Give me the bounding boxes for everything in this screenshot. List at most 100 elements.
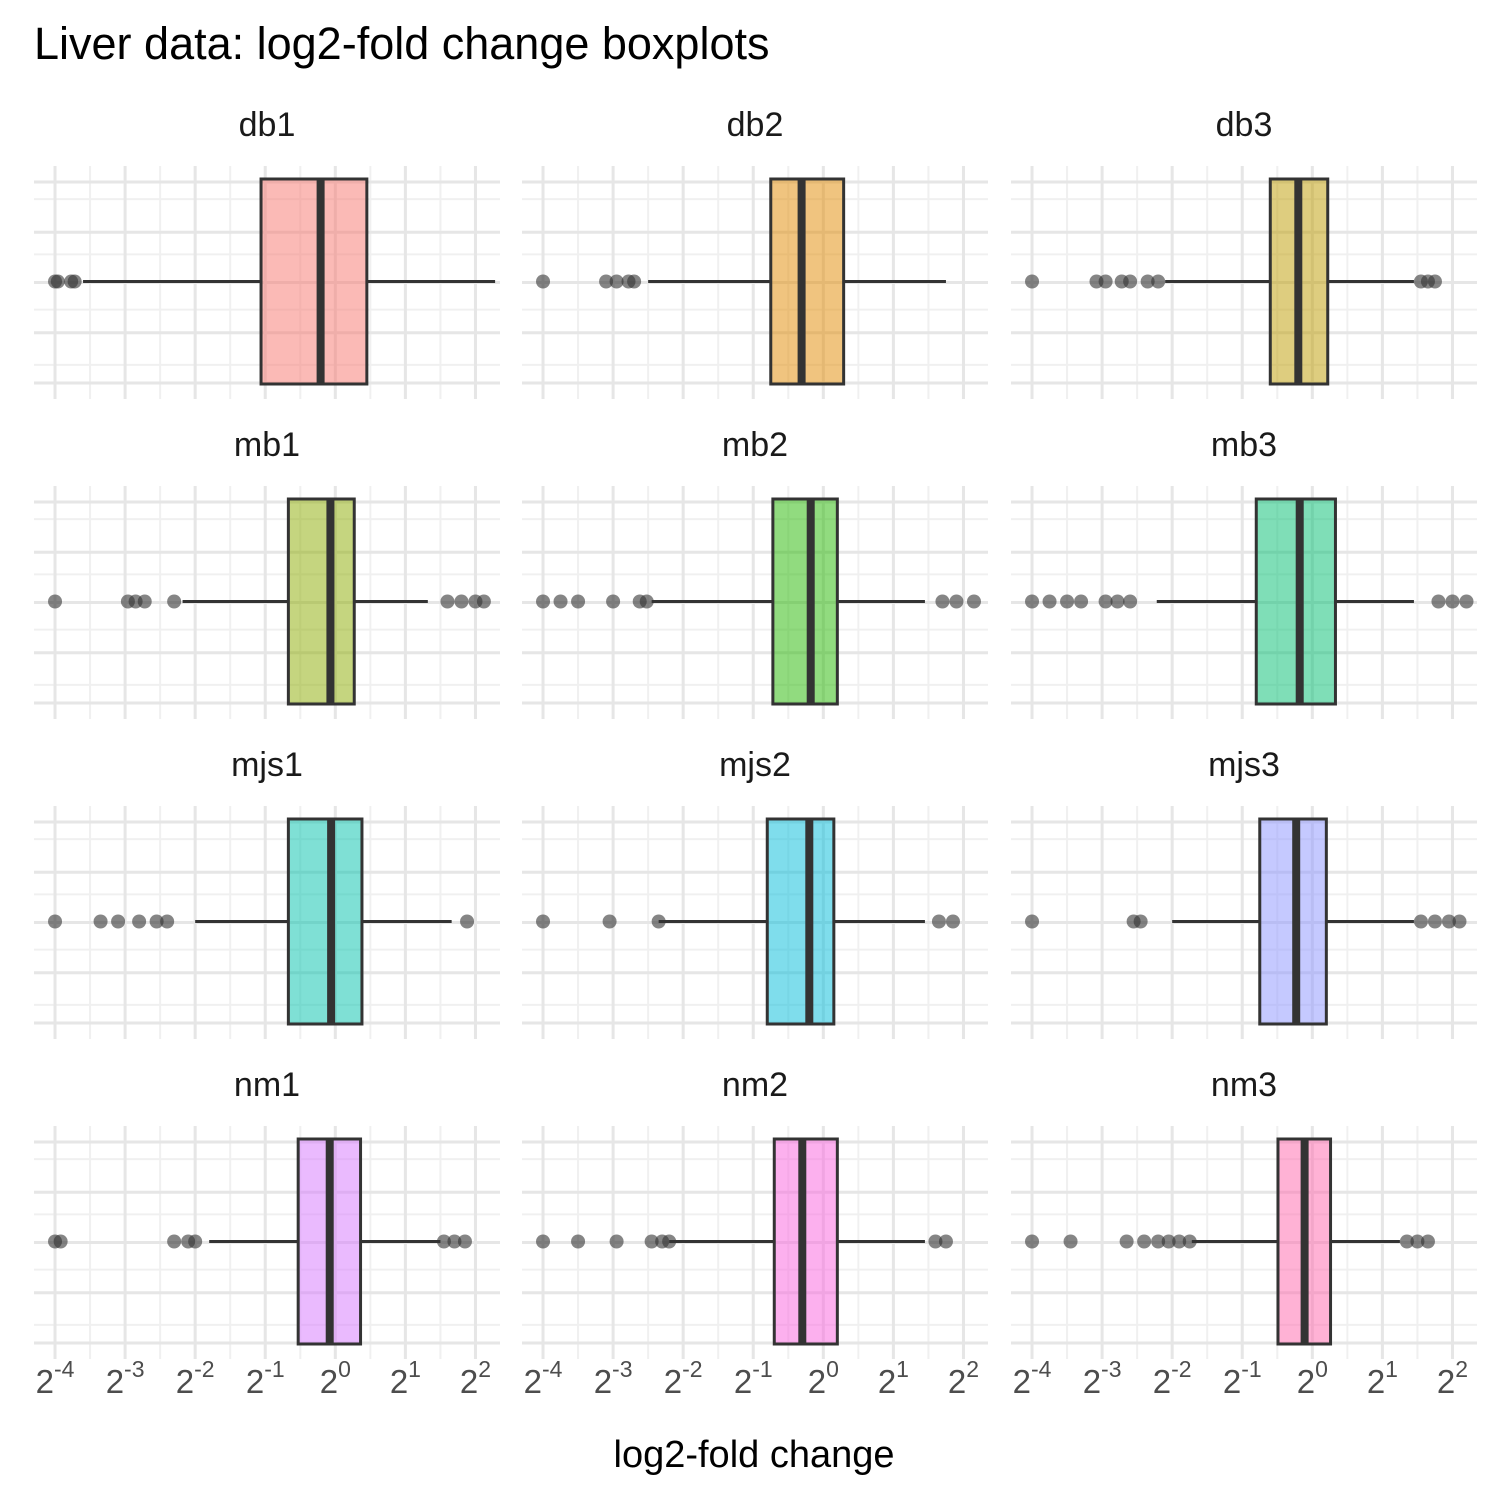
outlier-point bbox=[1119, 1234, 1134, 1249]
outliers-nm2 bbox=[536, 1234, 953, 1249]
outlier-point bbox=[137, 594, 152, 609]
outlier-point bbox=[536, 594, 551, 609]
outlier-point bbox=[1182, 1234, 1197, 1249]
panel-nm2: nm2 bbox=[522, 1066, 988, 1359]
outliers-db3 bbox=[1025, 274, 1442, 289]
outlier-point bbox=[536, 914, 551, 929]
outlier-point bbox=[949, 594, 964, 609]
outlier-point bbox=[599, 274, 614, 289]
outliers-mb3 bbox=[1025, 594, 1474, 609]
box-mjs1 bbox=[286, 817, 364, 1026]
strip-label-mb3: mb3 bbox=[1211, 426, 1277, 464]
outlier-point bbox=[609, 274, 624, 289]
outlier-point bbox=[966, 594, 981, 609]
outlier-point bbox=[1060, 594, 1075, 609]
outlier-point bbox=[111, 914, 126, 929]
outlier-point bbox=[1074, 594, 1089, 609]
outlier-point bbox=[553, 594, 568, 609]
x-ticks-col-2: 2-4 2-3 2-2 2-1 20 21 22 bbox=[524, 1356, 979, 1400]
outlier-point bbox=[1151, 274, 1166, 289]
outlier-point bbox=[931, 914, 946, 929]
outlier-point bbox=[188, 1234, 203, 1249]
outliers-mb2 bbox=[536, 594, 981, 609]
outlier-point bbox=[454, 594, 469, 609]
outliers-db1 bbox=[48, 274, 82, 289]
outlier-point bbox=[440, 594, 455, 609]
outlier-point bbox=[1399, 1234, 1414, 1249]
box-db2 bbox=[769, 177, 846, 386]
outlier-point bbox=[1042, 594, 1057, 609]
outlier-point bbox=[167, 594, 182, 609]
strip-label-db1: db1 bbox=[239, 106, 296, 144]
outlier-point bbox=[53, 1234, 68, 1249]
outlier-point bbox=[1140, 274, 1155, 289]
outlier-point bbox=[602, 914, 617, 929]
outlier-point bbox=[938, 1234, 953, 1249]
outlier-point bbox=[928, 1234, 943, 1249]
outlier-point bbox=[436, 1234, 451, 1249]
strip-label-mb2: mb2 bbox=[722, 426, 788, 464]
x-tick-label: 2-1 bbox=[734, 1356, 773, 1400]
outlier-point bbox=[606, 594, 621, 609]
outlier-point bbox=[935, 594, 950, 609]
x-tick-label: 22 bbox=[948, 1356, 979, 1400]
strip-label-mjs3: mjs3 bbox=[1208, 746, 1280, 784]
outlier-point bbox=[67, 274, 82, 289]
outlier-point bbox=[609, 1234, 624, 1249]
outlier-point bbox=[1459, 594, 1474, 609]
x-tick-label: 20 bbox=[320, 1356, 351, 1400]
outlier-point bbox=[93, 914, 108, 929]
x-tick-label: 20 bbox=[1297, 1356, 1328, 1400]
strip-label-nm3: nm3 bbox=[1211, 1066, 1277, 1104]
outlier-point bbox=[1025, 1234, 1040, 1249]
outlier-point bbox=[1427, 274, 1442, 289]
outlier-point bbox=[1151, 1234, 1166, 1249]
outlier-point bbox=[460, 914, 475, 929]
outlier-point bbox=[644, 1234, 659, 1249]
box-db1 bbox=[259, 177, 369, 386]
strip-label-db2: db2 bbox=[727, 106, 784, 144]
x-ticks-col-3: 2-4 2-3 2-2 2-1 20 21 22 bbox=[1013, 1356, 1468, 1400]
strip-label-db3: db3 bbox=[1216, 106, 1273, 144]
outlier-point bbox=[132, 914, 147, 929]
strip-label-nm1: nm1 bbox=[234, 1066, 300, 1104]
outlier-point bbox=[1110, 594, 1125, 609]
outlier-point bbox=[1098, 594, 1113, 609]
outlier-point bbox=[1137, 1234, 1152, 1249]
panel-db2: db2 bbox=[522, 106, 988, 399]
outlier-point bbox=[1452, 914, 1467, 929]
panel-mb1: mb1 bbox=[34, 426, 500, 719]
panel-mjs2: mjs2 bbox=[522, 746, 988, 1039]
outlier-point bbox=[1098, 274, 1113, 289]
x-tick-label: 2-4 bbox=[1013, 1356, 1052, 1400]
x-tick-label: 21 bbox=[1367, 1356, 1398, 1400]
outlier-point bbox=[662, 1234, 677, 1249]
outliers-mjs2 bbox=[536, 914, 960, 929]
box-mb2 bbox=[771, 497, 839, 706]
outlier-point bbox=[571, 594, 586, 609]
x-tick-label: 2-1 bbox=[246, 1356, 285, 1400]
x-tick-label: 22 bbox=[1437, 1356, 1468, 1400]
outlier-point bbox=[149, 914, 164, 929]
x-tick-label: 2-2 bbox=[176, 1356, 215, 1400]
outlier-point bbox=[1172, 1234, 1187, 1249]
outliers-nm1 bbox=[48, 1234, 472, 1249]
outliers-mjs1 bbox=[48, 914, 475, 929]
x-tick-label: 2-3 bbox=[106, 1356, 145, 1400]
panel-mjs3: mjs3 bbox=[1011, 746, 1477, 1039]
outlier-point bbox=[1123, 274, 1138, 289]
outlier-point bbox=[1123, 594, 1138, 609]
x-tick-label: 2-3 bbox=[594, 1356, 633, 1400]
outlier-point bbox=[571, 1234, 586, 1249]
x-ticks-col-1: 2-4 2-3 2-2 2-1 20 21 22 bbox=[36, 1356, 491, 1400]
outlier-point bbox=[457, 1234, 472, 1249]
outlier-point bbox=[945, 914, 960, 929]
outlier-point bbox=[1445, 594, 1460, 609]
x-axis-tick-labels: 2-4 2-3 2-2 2-1 20 21 22 2-4 2-3 2-2 2-1 20 21 22 2-4 2… bbox=[36, 1356, 1468, 1400]
x-tick-label: 2-3 bbox=[1083, 1356, 1122, 1400]
x-tick-label: 20 bbox=[808, 1356, 839, 1400]
panels-layer: db1 db2 db3 mb1 mb2 mb3 mjs1 mjs2 mjs3 nm1 nm2 nm3 bbox=[34, 106, 1477, 1359]
outlier-point bbox=[1161, 1234, 1176, 1249]
outlier-point bbox=[1427, 914, 1442, 929]
